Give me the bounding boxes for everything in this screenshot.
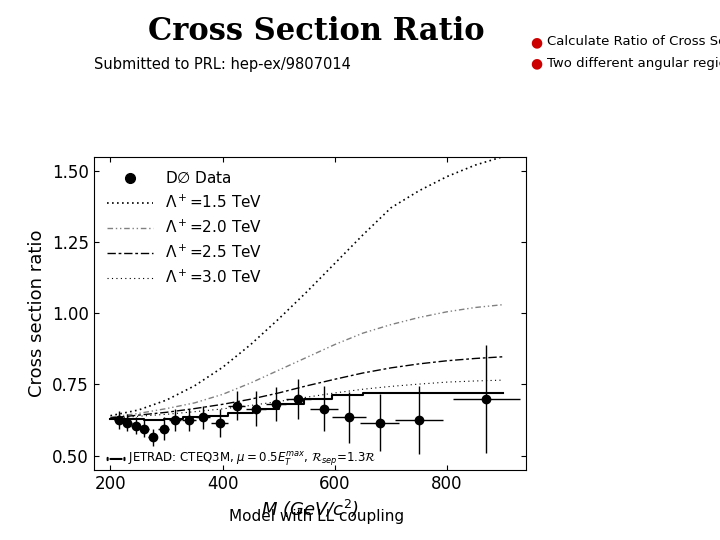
Text: Calculate Ratio of Cross Sectio: Calculate Ratio of Cross Sectio (547, 35, 720, 48)
Text: Submitted to PRL: hep-ex/9807014: Submitted to PRL: hep-ex/9807014 (94, 57, 351, 72)
Text: Cross Section Ratio: Cross Section Ratio (148, 16, 485, 47)
Text: Model with LL coupling: Model with LL coupling (229, 509, 405, 524)
Y-axis label: Cross section ratio: Cross section ratio (28, 230, 46, 397)
Text: Two different angular regions: Two different angular regions (547, 57, 720, 70)
X-axis label: $M$ (GeV/$c^2$): $M$ (GeV/$c^2$) (261, 498, 359, 521)
Text: JETRAD: CTEQ3M, $\mu = 0.5E_T^{max}$, $\mathcal{R}_{sep}$=1.3$\mathcal{R}$: JETRAD: CTEQ3M, $\mu = 0.5E_T^{max}$, $\… (128, 450, 377, 468)
Legend: D$\emptyset$ Data, $\Lambda^+$=1.5 TeV, $\Lambda^+$=2.0 TeV, $\Lambda^+$=2.5 TeV: D$\emptyset$ Data, $\Lambda^+$=1.5 TeV, … (102, 164, 269, 292)
Text: ●: ● (531, 57, 542, 71)
Text: ●: ● (531, 35, 542, 49)
